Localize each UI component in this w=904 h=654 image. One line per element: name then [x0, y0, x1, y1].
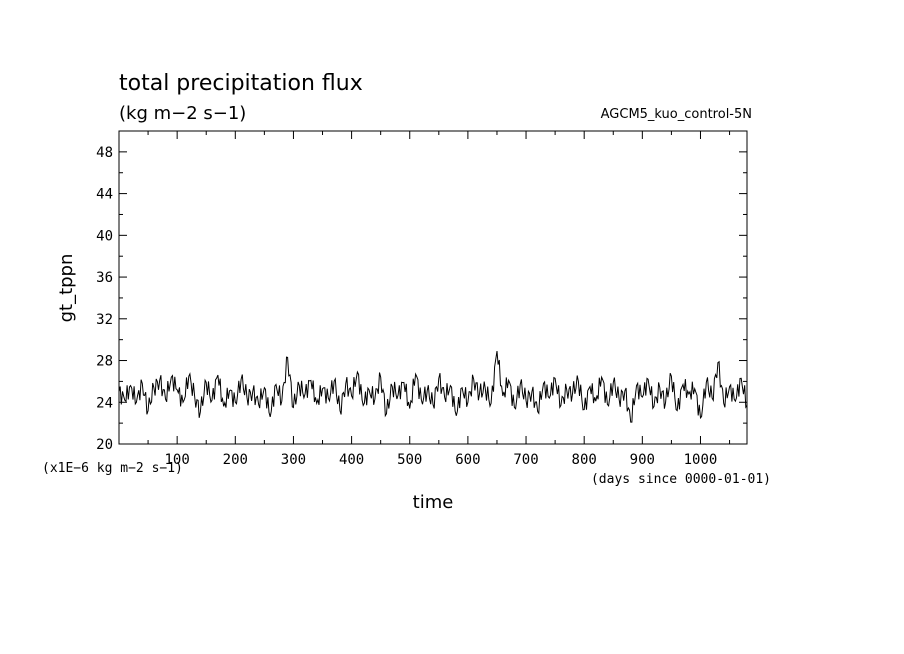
- x-tick-label: 1000: [684, 452, 718, 468]
- y-tick-label: 24: [96, 395, 113, 411]
- x-axis-ticks: [147, 131, 731, 444]
- y-axis-tick-labels: 20 24 28 32 36 40 44 48: [96, 145, 113, 453]
- x-axis-tick-labels: 100 200 300 400 500 600 700 800 900 1000: [164, 452, 717, 468]
- x-tick-label: 100: [164, 452, 189, 468]
- x-tick-label: 200: [223, 452, 248, 468]
- x-axis-label: time: [413, 492, 454, 513]
- x-tick-label: 800: [572, 452, 597, 468]
- x-unit-label: (days since 0000-01-01): [591, 472, 771, 487]
- series-line: [118, 351, 748, 423]
- x-tick-label: 400: [339, 452, 364, 468]
- y-tick-label: 48: [96, 145, 113, 161]
- x-tick-label: 600: [455, 452, 480, 468]
- x-tick-label: 300: [281, 452, 306, 468]
- x-tick-label: 500: [397, 452, 422, 468]
- y-tick-label: 36: [96, 270, 113, 286]
- y-axis-label: gt_tppn: [56, 254, 77, 323]
- y-axis-ticks: [119, 151, 747, 445]
- y-tick-label: 20: [96, 437, 113, 453]
- y-tick-label: 28: [96, 354, 113, 370]
- y-unit-label: (x1E−6 kg m−2 s−1): [42, 461, 183, 476]
- chart-title: total precipitation flux: [119, 71, 363, 96]
- dataset-label: AGCM5_kuo_control-5N: [601, 107, 752, 122]
- x-tick-label: 700: [513, 452, 538, 468]
- y-tick-label: 44: [96, 187, 113, 203]
- x-tick-label: 900: [630, 452, 655, 468]
- plot-frame: [118, 130, 748, 445]
- y-tick-label: 40: [96, 228, 113, 244]
- chart-subtitle: (kg m−2 s−1): [119, 103, 246, 124]
- y-tick-label: 32: [96, 312, 113, 328]
